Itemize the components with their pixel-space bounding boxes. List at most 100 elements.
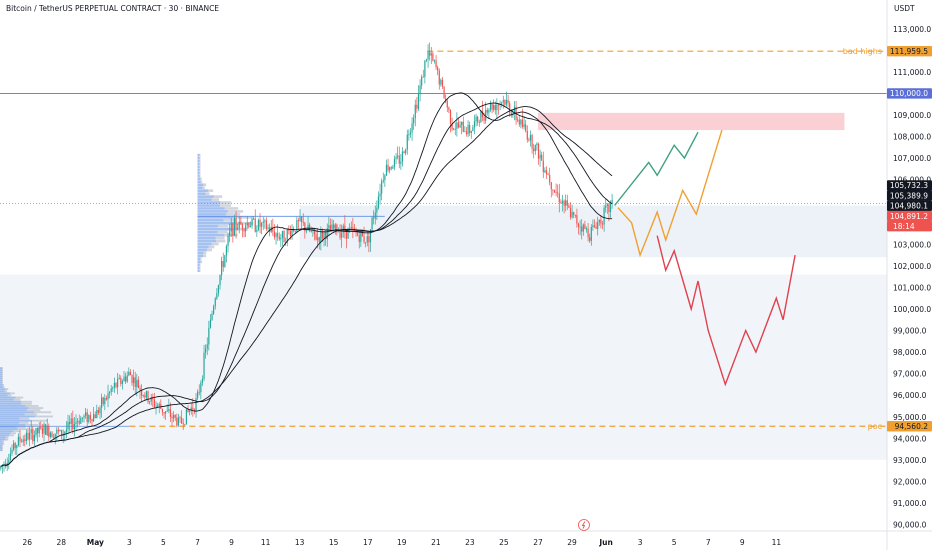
profile-lower-bar-sell	[25, 405, 39, 407]
candle-body	[56, 429, 58, 434]
candle-body	[181, 417, 183, 424]
profile-upper-bar	[197, 168, 200, 172]
profile-upper-bar	[197, 224, 218, 228]
price-tick-label: 100,000.0	[893, 305, 931, 314]
candle-body	[238, 221, 240, 229]
price-tag-bg	[887, 46, 932, 57]
candle-body	[117, 378, 119, 388]
candle-body	[221, 260, 223, 276]
profile-lower-bar-sell	[5, 436, 9, 439]
candle-body	[438, 70, 440, 85]
candle-body	[214, 298, 216, 307]
profile-upper-bar	[197, 218, 224, 222]
candle-body	[595, 226, 597, 229]
candle-body	[505, 100, 508, 105]
candle-body	[267, 227, 269, 230]
candle-body	[573, 212, 575, 215]
candle-body	[169, 409, 172, 417]
candle-body	[494, 105, 496, 111]
candle-body	[64, 431, 66, 434]
candle-body	[358, 235, 360, 242]
candle-body	[539, 154, 541, 159]
candle-body	[579, 226, 581, 228]
candle-body	[27, 432, 29, 440]
profile-upper-bar-sell	[225, 213, 241, 216]
candle-body	[331, 224, 333, 231]
moving-average-1	[0, 92, 613, 467]
profile-upper-bar-sell	[203, 254, 207, 258]
candle-body	[371, 217, 373, 230]
candle-body	[179, 417, 181, 419]
profile-lower-bar-sell	[2, 381, 3, 384]
candle-body	[192, 407, 194, 410]
candle-body	[461, 121, 463, 126]
annotations-layer: bad highs poc	[843, 47, 882, 431]
candle-body	[507, 100, 509, 104]
profile-upper-bar-sell	[205, 192, 210, 195]
candle-body	[11, 449, 13, 454]
candle-body	[296, 219, 298, 232]
candle-body	[211, 313, 213, 320]
candle-body	[80, 417, 82, 424]
candle-body	[21, 441, 23, 443]
candle-body	[185, 409, 188, 425]
candle-body	[299, 216, 301, 221]
candle-body	[115, 382, 117, 388]
profile-lower-bar	[0, 415, 36, 418]
candle-body	[69, 421, 71, 424]
profile-lower-bar-sell	[18, 421, 29, 424]
profile-upper-bar-sell	[234, 221, 254, 225]
candle-body	[589, 237, 591, 241]
candle-body	[241, 224, 244, 230]
profile-upper-bar-sell	[215, 236, 225, 240]
profile-upper-bar	[197, 216, 234, 219]
candle-body	[413, 118, 415, 124]
profile-lower-bar-sell	[25, 423, 39, 426]
candle-body	[369, 229, 372, 243]
candle-body	[190, 407, 192, 411]
candle-body	[561, 200, 564, 204]
profile-lower-bar	[0, 407, 29, 410]
candle-body	[112, 387, 114, 389]
candle-body	[121, 381, 124, 384]
time-tick-label: 19	[397, 538, 407, 547]
profile-upper-bar-sell	[224, 207, 239, 210]
candle-body	[475, 116, 477, 122]
candle-body	[549, 174, 551, 183]
candle-body	[344, 225, 346, 232]
candle-body	[205, 348, 207, 353]
candle-body	[216, 293, 218, 299]
candle-body	[435, 60, 437, 68]
time-tick-label: 9	[740, 538, 745, 547]
profile-upper-bar-sell	[227, 210, 244, 213]
profile-upper-bar	[197, 189, 208, 193]
chart-title: Bitcoin / TetherUS PERPETUAL CONTRACT · …	[6, 4, 220, 13]
candle-body	[91, 419, 93, 422]
candle-body	[109, 391, 111, 394]
candle-body	[462, 121, 464, 132]
candle-body	[534, 145, 536, 152]
price-tick-label: 98,000.0	[893, 348, 927, 357]
candle-body	[611, 199, 613, 204]
candle-body	[352, 227, 354, 229]
profile-upper-bar	[197, 242, 212, 246]
candle-body	[397, 155, 399, 158]
candle-body	[568, 205, 570, 208]
profile-upper-bar-sell	[223, 218, 237, 222]
time-tick-label: 28	[57, 538, 67, 547]
candle-body	[25, 432, 28, 441]
profile-lower-bar	[0, 402, 22, 405]
candle-body	[163, 412, 165, 414]
profile-lower-bar-sell	[28, 407, 44, 410]
candle-body	[525, 124, 527, 132]
profile-upper-bar	[197, 266, 200, 270]
moving-average-3	[0, 106, 613, 467]
candle-body	[129, 371, 132, 376]
candle-body	[368, 236, 370, 243]
zone-range-lower	[0, 274, 887, 460]
candle-body	[147, 391, 149, 403]
candle-body	[152, 397, 154, 400]
candle-body	[59, 429, 61, 432]
lightning-icon[interactable]	[578, 519, 590, 531]
